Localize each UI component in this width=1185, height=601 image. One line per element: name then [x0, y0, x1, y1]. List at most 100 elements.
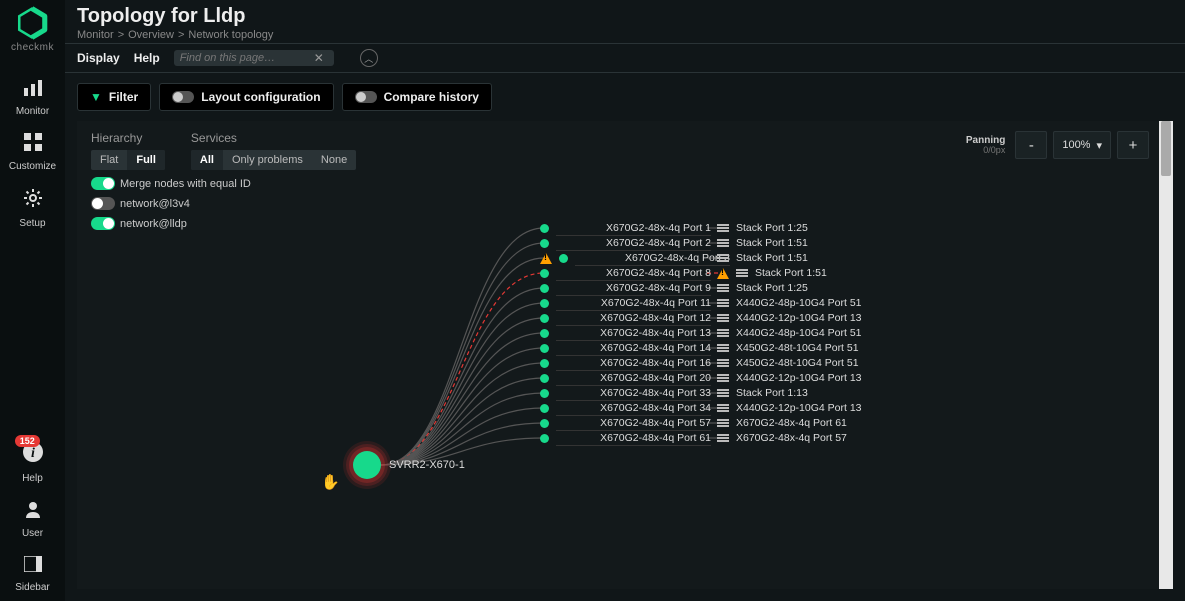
port-right[interactable]: Stack Port 1:51 — [717, 266, 862, 281]
port-left[interactable]: X670G2-48x-4q Port 11 — [540, 296, 730, 311]
breadcrumb: Monitor>Overview>Network topology — [77, 29, 1173, 41]
device-icon — [717, 284, 729, 294]
toggle-row[interactable]: Merge nodes with equal ID — [91, 177, 356, 190]
port-left[interactable]: X670G2-48x-4q Port 13 — [540, 326, 730, 341]
status-dot — [540, 404, 549, 413]
device-icon — [717, 314, 729, 324]
toggle-row[interactable]: network@l3v4 — [91, 197, 356, 210]
services-group: Services AllOnly problemsNone — [191, 131, 356, 170]
port-label: X670G2-48x-4q Port 57 — [736, 432, 847, 445]
user-icon — [24, 500, 42, 524]
seg-none[interactable]: None — [312, 150, 356, 170]
zoom-level[interactable]: 100%▾ — [1053, 131, 1111, 159]
collapse-icon[interactable]: ︿ — [360, 49, 378, 67]
services-title: Services — [191, 131, 356, 145]
monitor-icon — [23, 79, 43, 102]
port-label: X670G2-48x-4q Port 12 — [556, 312, 711, 326]
nav-customize[interactable]: Customize — [9, 125, 56, 180]
page-title: Topology for Lldp — [77, 5, 1173, 28]
port-right[interactable]: X450G2-48t-10G4 Port 51 — [717, 341, 862, 356]
port-label: X670G2-48x-4q Port 57 — [556, 417, 711, 431]
brand-logo: checkmk — [11, 6, 54, 53]
compare-history-button[interactable]: Compare history — [342, 83, 492, 111]
toggle-switch[interactable] — [91, 217, 115, 230]
status-dot — [540, 314, 549, 323]
port-right[interactable]: X440G2-48p-10G4 Port 51 — [717, 326, 862, 341]
filter-button[interactable]: ▼ Filter — [77, 83, 151, 111]
nav-monitor[interactable]: Monitor — [9, 71, 56, 125]
zoom-controls: Panning 0/0px - 100%▾ + — [966, 131, 1149, 159]
layout-label: Layout configuration — [201, 90, 320, 104]
zoom-in-button[interactable]: + — [1117, 131, 1149, 159]
port-left[interactable]: X670G2-48x-4q Port 61 — [540, 431, 730, 446]
port-left[interactable]: X670G2-48x-4q Port 12 — [540, 311, 730, 326]
toggle-switch[interactable] — [91, 177, 115, 190]
status-dot — [540, 284, 549, 293]
port-right[interactable]: Stack Port 1:25 — [717, 281, 862, 296]
toggle-icon — [355, 91, 377, 103]
port-label: Stack Port 1:51 — [736, 252, 808, 265]
port-right[interactable]: X670G2-48x-4q Port 61 — [717, 416, 862, 431]
port-right[interactable]: X450G2-48t-10G4 Port 51 — [717, 356, 862, 371]
port-left[interactable]: X670G2-48x-4q Port 9 — [540, 281, 730, 296]
nav-help[interactable]: iHelp152 — [15, 433, 49, 492]
nav-setup[interactable]: Setup — [9, 180, 56, 237]
status-dot — [540, 434, 549, 443]
topology-canvas[interactable]: Hierarchy FlatFull Services AllOnly prob… — [77, 121, 1173, 589]
seg-full[interactable]: Full — [127, 150, 165, 170]
crumb[interactable]: Monitor — [77, 29, 114, 41]
logo-hex-icon — [15, 6, 49, 40]
brand-name: checkmk — [11, 42, 54, 53]
zoom-out-button[interactable]: - — [1015, 131, 1047, 159]
port-left[interactable]: X670G2-48x-4q Port 1 — [540, 221, 730, 236]
port-right[interactable]: Stack Port 1:25 — [717, 221, 862, 236]
port-left[interactable]: X670G2-48x-4q Port 20 — [540, 371, 730, 386]
hub-node[interactable]: SVRR2-X670-1 — [353, 451, 465, 479]
status-dot — [540, 359, 549, 368]
port-left[interactable]: X670G2-48x-4q Port 14 — [540, 341, 730, 356]
port-right[interactable]: X440G2-12p-10G4 Port 13 — [717, 401, 862, 416]
svg-text:i: i — [31, 446, 35, 461]
toggle-switch[interactable] — [91, 197, 115, 210]
scroll-thumb[interactable] — [1161, 121, 1171, 176]
menu-bar: Display Help ✕ ︿ — [65, 43, 1185, 73]
port-right[interactable]: Stack Port 1:51 — [717, 236, 862, 251]
nav-sidebar[interactable]: Sidebar — [15, 547, 49, 601]
port-right[interactable]: X440G2-12p-10G4 Port 13 — [717, 371, 862, 386]
port-label: X670G2-48x-4q Port 14 — [556, 342, 711, 356]
port-left[interactable]: X670G2-48x-4q Port 8 — [540, 266, 730, 281]
hierarchy-segment: FlatFull — [91, 150, 165, 170]
device-icon — [717, 344, 729, 354]
crumb[interactable]: Overview — [128, 29, 174, 41]
port-right[interactable]: Stack Port 1:51 — [717, 251, 862, 266]
menu-help[interactable]: Help — [134, 51, 160, 65]
seg-all[interactable]: All — [191, 150, 223, 170]
port-right[interactable]: X440G2-12p-10G4 Port 13 — [717, 311, 862, 326]
toggle-row[interactable]: network@lldp — [91, 217, 356, 230]
port-left[interactable]: X670G2-48x-4q Port 57 — [540, 416, 730, 431]
search-input[interactable] — [180, 52, 310, 64]
hierarchy-title: Hierarchy — [91, 131, 165, 145]
nav-label: Setup — [19, 218, 45, 229]
layout-config-button[interactable]: Layout configuration — [159, 83, 333, 111]
port-right[interactable]: X440G2-48p-10G4 Port 51 — [717, 296, 862, 311]
device-icon — [717, 404, 729, 414]
port-left[interactable]: X670G2-48x-4q Port 34 — [540, 401, 730, 416]
port-label: X670G2-48x-4q Port 1 — [556, 222, 711, 236]
port-left[interactable]: X670G2-48x-4q Port 3 — [540, 251, 730, 266]
seg-flat[interactable]: Flat — [91, 150, 127, 170]
menu-display[interactable]: Display — [77, 51, 120, 65]
port-left[interactable]: X670G2-48x-4q Port 16 — [540, 356, 730, 371]
seg-only-problems[interactable]: Only problems — [223, 150, 312, 170]
port-right[interactable]: X670G2-48x-4q Port 57 — [717, 431, 862, 446]
port-left[interactable]: X670G2-48x-4q Port 33 — [540, 386, 730, 401]
port-label: Stack Port 1:51 — [736, 237, 808, 250]
nav-user[interactable]: User — [15, 492, 49, 547]
port-label: X670G2-48x-4q Port 3 — [575, 252, 730, 266]
toggle-label: network@lldp — [120, 218, 187, 230]
crumb[interactable]: Network topology — [188, 29, 273, 41]
port-left[interactable]: X670G2-48x-4q Port 2 — [540, 236, 730, 251]
port-right[interactable]: Stack Port 1:13 — [717, 386, 862, 401]
scrollbar[interactable] — [1159, 121, 1173, 589]
search-clear-icon[interactable]: ✕ — [310, 51, 328, 65]
